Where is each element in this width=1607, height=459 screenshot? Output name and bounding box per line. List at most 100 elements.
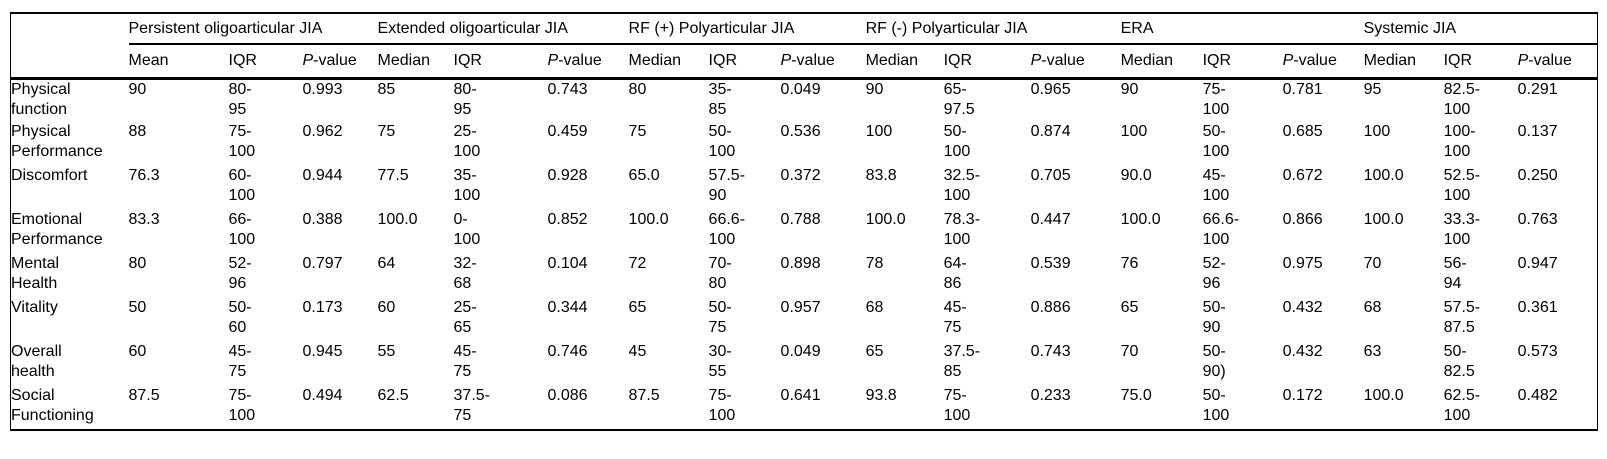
stat-cell: 100.0 — [1363, 211, 1404, 228]
pvalue-cell: 0.432 — [1282, 343, 1323, 360]
table-row-physical-function: Physical function 90 80- 95 0.993 85 80-… — [11, 78, 1598, 122]
iqr-cell: 50- 82.5 — [1443, 343, 1475, 380]
pvalue-cell: 0.388 — [302, 211, 343, 228]
stat-cell: 65 — [865, 343, 884, 360]
pvalue-header: P-value — [547, 44, 629, 80]
pvalue-cell: 0.965 — [1030, 80, 1071, 98]
stat-cell: 83.8 — [865, 167, 897, 184]
stat-cell: 75 — [377, 123, 396, 140]
pvalue-cell: 0.685 — [1282, 123, 1323, 140]
pvalue-cell: 0.291 — [1517, 80, 1558, 98]
pvalue-cell: 0.104 — [547, 255, 588, 272]
table-row-physical-performance: Physical Performance 88 75- 100 0.962 75… — [11, 122, 1598, 166]
stat-header: Median — [865, 44, 944, 80]
stat-cell: 68 — [865, 299, 884, 316]
paper-table: Persistent oligoarticular JIA Extended o… — [10, 12, 1599, 431]
pvalue-cell: 0.866 — [1282, 211, 1323, 228]
stat-cell: 68 — [1363, 299, 1382, 316]
iqr-cell: 50- 100 — [708, 123, 736, 160]
pvalue-cell: 0.459 — [547, 123, 588, 140]
iqr-cell: 45- 75 — [453, 343, 477, 380]
stat-header: Median — [1363, 44, 1444, 80]
pvalue-cell: 0.344 — [547, 299, 588, 316]
group-header-persistent-oligo: Persistent oligoarticular JIA — [128, 13, 378, 45]
stat-header: Median — [628, 44, 709, 80]
stat-header: Median — [1120, 44, 1203, 80]
iqr-cell: 78.3- 100 — [943, 211, 981, 248]
stat-cell: 78 — [865, 255, 884, 272]
stat-cell: 87.5 — [628, 387, 660, 404]
sub-header-row: Mean IQR P-value Median IQR P-value Medi… — [10, 44, 1598, 80]
pvalue-cell: 0.763 — [1517, 211, 1558, 228]
group-header-rf-positive-poly: RF (+) Polyarticular JIA — [628, 13, 866, 45]
iqr-cell: 30- 55 — [708, 343, 732, 380]
pvalue-cell: 0.898 — [780, 255, 821, 272]
stat-cell: 100 — [1363, 123, 1391, 140]
pvalue-cell: 0.945 — [302, 343, 343, 360]
iqr-cell: 45- 75 — [943, 299, 967, 336]
jia-outcomes-table: Persistent oligoarticular JIA Extended o… — [10, 12, 1599, 431]
iqr-cell: 75- 100 — [1202, 80, 1230, 118]
stat-cell: 93.8 — [865, 387, 897, 404]
iqr-cell: 37.5- 75 — [453, 387, 490, 424]
iqr-cell: 57.5- 90 — [708, 167, 746, 204]
pvalue-cell: 0.432 — [1282, 299, 1323, 316]
iqr-header: IQR — [943, 44, 1031, 80]
stat-cell: 100.0 — [1363, 387, 1404, 404]
stat-cell: 60 — [377, 299, 396, 316]
corner-spacer — [11, 13, 129, 44]
row-label: Discomfort — [11, 167, 88, 184]
iqr-cell: 66.6- 100 — [708, 211, 746, 248]
pvalue-cell: 0.975 — [1282, 255, 1323, 272]
pvalue-cell: 0.372 — [780, 167, 821, 184]
pvalue-cell: 0.746 — [547, 343, 588, 360]
iqr-cell: 35- 85 — [708, 80, 732, 118]
stat-cell: 76 — [1120, 255, 1139, 272]
iqr-cell: 60- 100 — [228, 167, 256, 204]
pvalue-cell: 0.049 — [780, 80, 821, 98]
stat-cell: 100 — [865, 123, 893, 140]
corner-spacer — [10, 44, 129, 80]
group-header-rf-negative-poly: RF (-) Polyarticular JIA — [865, 13, 1121, 45]
stat-cell: 100 — [1120, 123, 1148, 140]
iqr-header: IQR — [453, 44, 548, 80]
iqr-cell: 33.3- 100 — [1443, 211, 1481, 248]
table-row-mental-health: Mental Health 80 52- 96 0.797 64 32- 68 … — [11, 254, 1598, 298]
iqr-cell: 45- 100 — [1202, 167, 1230, 204]
iqr-cell: 64- 86 — [943, 255, 967, 292]
pvalue-cell: 0.743 — [547, 80, 588, 98]
stat-cell: 65.0 — [628, 167, 660, 184]
stat-cell: 65 — [1120, 299, 1139, 316]
stat-cell: 70 — [1363, 255, 1382, 272]
pvalue-cell: 0.705 — [1030, 167, 1071, 184]
group-header-extended-oligo: Extended oligoarticular JIA — [377, 13, 629, 45]
iqr-cell: 0- 100 — [453, 211, 481, 248]
stat-cell: 83.3 — [128, 211, 160, 228]
stat-cell: 100.0 — [865, 211, 906, 228]
iqr-cell: 56- 94 — [1443, 255, 1467, 292]
stat-cell: 80 — [128, 255, 147, 272]
row-label: Physical function — [11, 80, 71, 118]
iqr-cell: 100- 100 — [1443, 123, 1476, 160]
iqr-cell: 62.5- 100 — [1443, 387, 1481, 424]
iqr-cell: 50- 100 — [1202, 123, 1230, 160]
pvalue-cell: 0.172 — [1282, 387, 1323, 404]
pvalue-cell: 0.494 — [302, 387, 343, 404]
stat-cell: 100.0 — [1363, 167, 1404, 184]
iqr-cell: 57.5- 87.5 — [1443, 299, 1481, 336]
stat-cell: 100.0 — [377, 211, 418, 228]
row-label: Physical Performance — [11, 123, 103, 160]
stat-cell: 62.5 — [377, 387, 409, 404]
row-label: Mental Health — [11, 255, 60, 292]
iqr-cell: 50- 90) — [1202, 343, 1226, 380]
iqr-cell: 25- 65 — [453, 299, 477, 336]
pvalue-cell: 0.137 — [1517, 123, 1558, 140]
stat-cell: 45 — [628, 343, 647, 360]
stat-cell: 85 — [377, 80, 396, 98]
iqr-cell: 52- 96 — [1202, 255, 1226, 292]
stat-cell: 90 — [128, 80, 147, 98]
iqr-cell: 50- 100 — [1202, 387, 1230, 424]
pvalue-cell: 0.797 — [302, 255, 343, 272]
table-row-overall-health: Overall health 60 45- 75 0.945 55 45- 75… — [11, 342, 1598, 386]
pvalue-cell: 0.874 — [1030, 123, 1071, 140]
